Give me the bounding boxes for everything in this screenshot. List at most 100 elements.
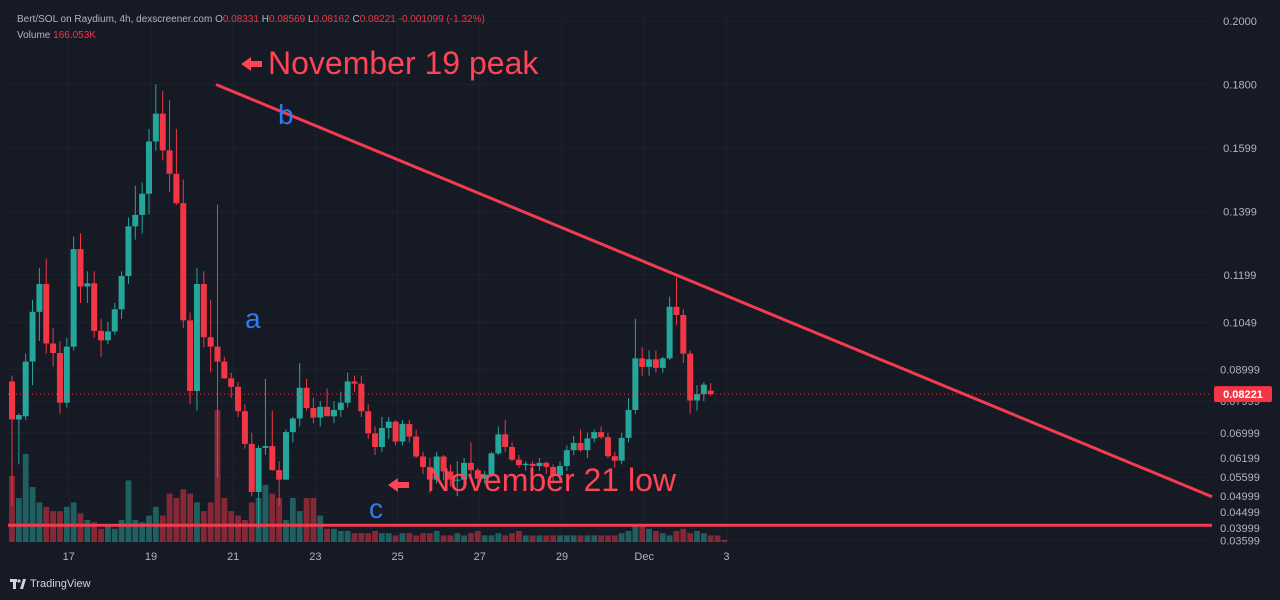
candle-body bbox=[543, 462, 550, 467]
candle-body bbox=[358, 383, 365, 412]
candle-body bbox=[324, 406, 331, 417]
candle-body bbox=[378, 428, 385, 448]
candle-body bbox=[22, 361, 29, 417]
volume-bar bbox=[639, 524, 646, 542]
brand-name: TradingView bbox=[30, 578, 91, 590]
x-tick-label: 21 bbox=[227, 551, 239, 563]
volume-bar bbox=[563, 535, 570, 542]
volume-bar bbox=[673, 531, 680, 542]
volume-bar bbox=[317, 515, 324, 542]
volume-bar bbox=[194, 502, 200, 542]
volume-bar bbox=[70, 502, 77, 542]
chart-header: Bert/SOL on Raydium, 4h, dexscreener.com… bbox=[17, 14, 485, 25]
y-tick-label: 0.03599 bbox=[1220, 535, 1260, 547]
volume-value: 166.053K bbox=[53, 30, 96, 41]
volume-bar bbox=[406, 533, 413, 542]
volume-bar bbox=[721, 539, 728, 542]
volume-bar bbox=[91, 522, 98, 542]
brand-footer[interactable]: TradingView bbox=[10, 578, 91, 590]
low-annotation: November 21 low bbox=[388, 462, 677, 498]
volume-bar bbox=[139, 522, 146, 542]
candle-body bbox=[283, 432, 289, 480]
low-value: 0.08162 bbox=[313, 14, 350, 25]
volume-bar bbox=[385, 533, 392, 542]
volume-bar bbox=[618, 533, 625, 542]
candle-body bbox=[591, 432, 598, 439]
wave-label-b: b bbox=[278, 99, 294, 130]
candle-body bbox=[104, 331, 111, 341]
volume-bar bbox=[392, 535, 399, 542]
candle-body bbox=[632, 358, 639, 410]
resistance-trendline[interactable] bbox=[215, 83, 1213, 499]
candle-body bbox=[413, 436, 420, 457]
candle-body bbox=[365, 411, 372, 434]
candle-body bbox=[652, 359, 659, 368]
candle-body bbox=[159, 113, 166, 151]
volume-bar bbox=[474, 531, 481, 542]
candle-body bbox=[337, 402, 344, 410]
last-price-value: 0.08221 bbox=[1223, 389, 1263, 401]
candle-body bbox=[570, 442, 577, 451]
candle-body bbox=[659, 358, 666, 368]
candle-body bbox=[330, 409, 337, 417]
open-label: O bbox=[215, 14, 223, 25]
candle-body bbox=[63, 346, 70, 403]
low-label: November 21 low bbox=[427, 462, 677, 498]
volume-bar bbox=[365, 533, 372, 542]
volume-bar bbox=[351, 533, 358, 542]
candle-body bbox=[187, 320, 194, 391]
volume-bar bbox=[598, 535, 604, 542]
candle-body bbox=[276, 470, 283, 480]
volume-bar bbox=[714, 535, 721, 542]
volume-bar bbox=[694, 531, 700, 542]
candle-body bbox=[502, 434, 509, 448]
y-tick-label: 0.1800 bbox=[1223, 79, 1257, 91]
volume-bar bbox=[207, 502, 214, 542]
candle-body bbox=[509, 447, 516, 460]
volume-bar bbox=[516, 531, 522, 542]
y-tick-label: 0.2000 bbox=[1223, 16, 1257, 28]
candle-body bbox=[255, 447, 262, 492]
time-axis[interactable]: 17 19 21 23 25 27 29 Dec 3 bbox=[63, 551, 730, 563]
candle-body bbox=[91, 283, 98, 331]
volume-bar bbox=[495, 533, 502, 542]
volume-bar bbox=[187, 493, 193, 542]
y-tick-label: 0.05599 bbox=[1220, 472, 1260, 484]
candle-body bbox=[577, 442, 584, 451]
volume-bar bbox=[399, 533, 406, 542]
volume-bar bbox=[132, 520, 139, 542]
candle-body bbox=[214, 346, 221, 362]
candle-body bbox=[550, 466, 557, 476]
x-tick-label: 19 bbox=[145, 551, 157, 563]
volume-bar bbox=[125, 480, 132, 542]
candle-body bbox=[522, 463, 529, 466]
volume-bar bbox=[29, 487, 36, 542]
candle-body bbox=[673, 306, 680, 315]
candle-body bbox=[84, 283, 91, 287]
candle-body bbox=[235, 386, 242, 412]
volume-bar bbox=[248, 502, 255, 542]
volume-bar bbox=[536, 535, 543, 542]
candle-body bbox=[454, 479, 461, 481]
candle-body bbox=[118, 276, 125, 310]
price-axis[interactable]: 0.2000 0.1800 0.1599 0.1399 0.1199 0.1049 0.08… bbox=[1220, 16, 1260, 547]
y-tick-label: 0.1049 bbox=[1223, 317, 1257, 329]
candle-body bbox=[180, 203, 187, 321]
candle-body bbox=[289, 418, 296, 433]
candle-body bbox=[125, 226, 132, 277]
volume-bar bbox=[98, 528, 104, 542]
candle-body bbox=[618, 437, 625, 461]
high-label: H bbox=[261, 14, 270, 25]
volume-bar bbox=[543, 535, 550, 542]
candle-body bbox=[221, 361, 228, 379]
volume-bar bbox=[118, 520, 125, 542]
candle-body bbox=[111, 309, 118, 332]
volume-bar bbox=[632, 526, 639, 542]
candle-body bbox=[700, 384, 707, 395]
volume-bar bbox=[235, 515, 241, 542]
volume-bar bbox=[577, 535, 584, 542]
candle-body bbox=[317, 406, 324, 418]
candle-body bbox=[241, 411, 248, 444]
candle-body bbox=[694, 394, 700, 401]
